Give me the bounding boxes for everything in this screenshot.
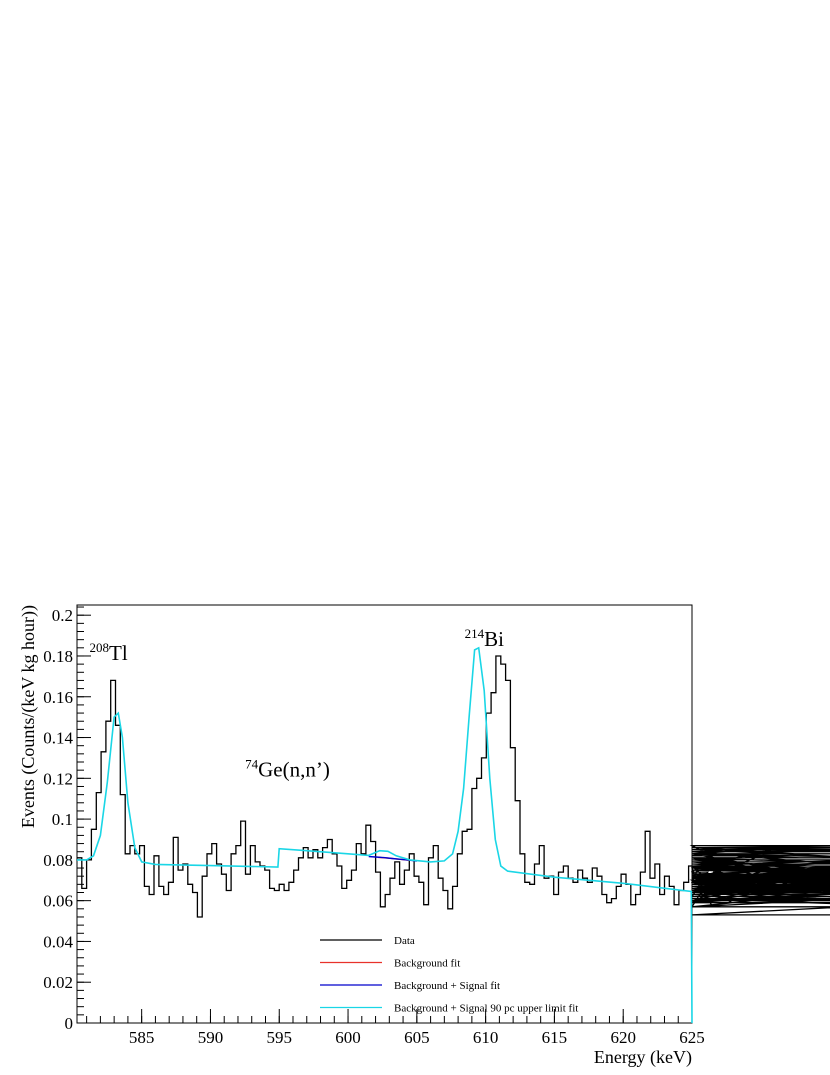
- data-histogram: [77, 655, 830, 918]
- fit-curve-background-signal-90-pc-upper-limit-fit: [77, 646, 693, 1024]
- peak-label-text: Tl: [109, 641, 128, 665]
- plot-area: [77, 646, 830, 1024]
- y-tick-label: 0.2: [52, 606, 73, 625]
- peak-label-superscript: 208: [90, 640, 110, 655]
- peak-annotations: 208Tl 74Ge(n,n’) 214Bi: [90, 626, 505, 781]
- peak-label: 214Bi: [465, 626, 505, 651]
- y-tick-label: 0.1: [52, 810, 73, 829]
- peak-label-superscript: 74: [245, 756, 259, 771]
- peak-label-superscript: 214: [465, 626, 485, 641]
- plot-frame: [76, 604, 693, 1024]
- y-tick-label: 0: [65, 1014, 74, 1033]
- y-tick-label: 0.18: [43, 647, 73, 666]
- y-tick-label: 0.16: [43, 688, 73, 707]
- peak-label-text: Ge(n,n’): [258, 757, 330, 781]
- x-tick-label: 595: [266, 1028, 292, 1047]
- legend-label: Background fit: [394, 958, 460, 970]
- y-tick-label: 0.02: [43, 973, 73, 992]
- x-tick-label: 600: [335, 1028, 361, 1047]
- legend: Data Background fit Background + Signal fi…: [320, 935, 578, 1015]
- x-tick-label: 585: [129, 1028, 155, 1047]
- y-tick-label: 0.08: [43, 851, 73, 870]
- x-tick-label: 605: [404, 1028, 430, 1047]
- y-tick-label: 0.12: [43, 769, 73, 788]
- y-axis: 0 0.02 0.04 0.06 0.08 0.1 0.12 0.14 0.16 0.18 0.2: [43, 606, 91, 1033]
- y-tick-label: 0.04: [43, 932, 73, 951]
- x-axis: 585 590 595 600 605 610 615 620 625: [86, 1009, 705, 1047]
- x-tick-label: 625: [679, 1028, 705, 1047]
- peak-label: 208Tl: [90, 640, 128, 665]
- peak-label-text: Bi: [484, 627, 504, 651]
- legend-label: Background + Signal 90 pc upper limit fi…: [394, 1003, 578, 1015]
- legend-label: Background + Signal fit: [394, 980, 500, 992]
- y-tick-label: 0.06: [43, 892, 73, 911]
- peak-label: 74Ge(n,n’): [245, 756, 330, 781]
- y-tick-label: 0.14: [43, 729, 73, 748]
- y-axis-title: Events (Counts/(keV kg hour)): [18, 605, 39, 828]
- legend-label: Data: [394, 935, 415, 947]
- x-tick-label: 620: [610, 1028, 636, 1047]
- x-axis-title: Energy (keV): [594, 1047, 692, 1068]
- x-tick-label: 610: [473, 1028, 499, 1047]
- x-tick-label: 615: [542, 1028, 568, 1047]
- x-tick-label: 590: [198, 1028, 224, 1047]
